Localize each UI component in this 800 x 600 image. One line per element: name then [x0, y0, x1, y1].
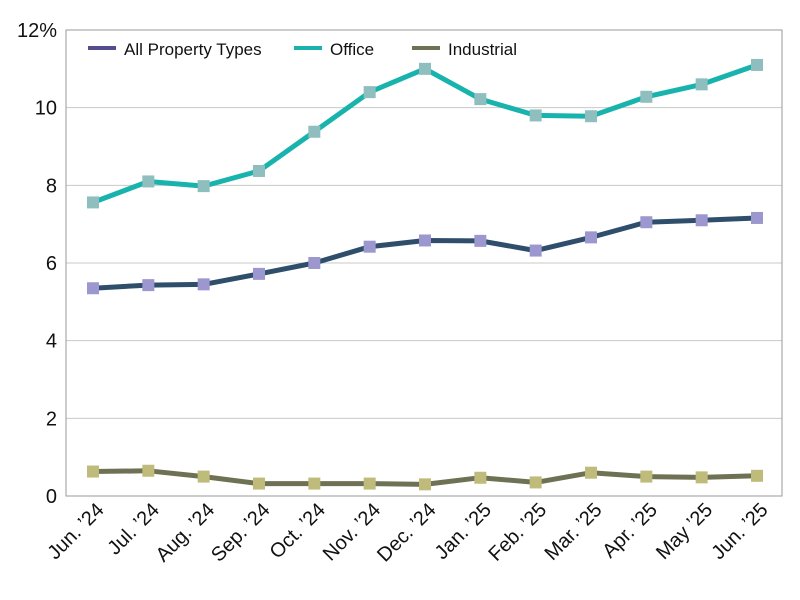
data-point-all-property-types: [695, 214, 708, 227]
x-tick-label: Sep. ’24: [207, 499, 274, 566]
x-tick-label: Mar. ’25: [541, 499, 607, 565]
y-tick-label: 4: [46, 331, 57, 353]
data-point-office: [751, 58, 763, 71]
data-point-all-property-types: [751, 211, 763, 224]
x-tick-label: Jun. ’25: [707, 499, 772, 564]
data-point-all-property-types: [142, 279, 155, 292]
data-point-industrial: [197, 470, 210, 483]
x-tick-label: Dec. ’24: [373, 499, 440, 566]
data-point-office: [474, 93, 487, 106]
data-point-all-property-types: [87, 282, 99, 295]
legend-label-office: Office: [330, 40, 374, 59]
data-point-office: [529, 109, 542, 122]
data-point-office: [363, 86, 376, 99]
y-tick-label: 10: [35, 98, 57, 120]
data-point-all-property-types: [419, 234, 431, 247]
data-point-industrial: [142, 464, 155, 477]
data-point-office: [585, 110, 597, 123]
data-point-office: [695, 78, 708, 91]
legend: All Property Types Office Industrial: [88, 40, 517, 59]
grid-lines: [66, 107, 782, 419]
data-point-office: [253, 164, 265, 177]
y-tick-label: 2: [46, 408, 57, 430]
y-tick-label: 8: [46, 175, 57, 197]
legend-label-industrial: Industrial: [448, 40, 517, 59]
legend-label-all-property-types: All Property Types: [124, 40, 262, 59]
x-tick-label: Jan. ’25: [431, 499, 496, 564]
data-point-office: [419, 62, 431, 75]
y-tick-label: 0: [46, 486, 57, 508]
data-point-office: [142, 175, 155, 188]
data-point-industrial: [308, 477, 321, 490]
plot-frame: [65, 29, 783, 497]
data-point-industrial: [695, 471, 708, 484]
data-point-office: [308, 125, 321, 138]
x-tick-label: Aug. ’24: [152, 499, 219, 566]
x-tick-label: May ’25: [652, 499, 717, 564]
data-point-all-property-types: [474, 234, 487, 247]
series-group: [87, 58, 763, 491]
x-tick-label: Nov. ’24: [319, 499, 385, 565]
data-point-all-property-types: [640, 216, 653, 229]
y-axis-ticks: 0 2 4 6 8 10 12%: [17, 20, 57, 508]
data-point-all-property-types: [308, 257, 321, 269]
data-point-industrial: [253, 477, 265, 490]
y-tick-label: 6: [46, 253, 57, 275]
x-tick-label: Apr. ’25: [598, 499, 662, 563]
data-point-industrial: [363, 477, 376, 490]
data-point-industrial: [419, 478, 431, 491]
data-point-all-property-types: [197, 278, 210, 291]
data-point-industrial: [529, 476, 542, 489]
data-point-office: [197, 180, 210, 193]
data-point-industrial: [474, 471, 487, 484]
data-point-industrial: [87, 465, 99, 478]
y-tick-label: 12%: [17, 20, 57, 42]
x-tick-label: Jun. ’24: [43, 499, 108, 564]
x-tick-label: Oct. ’24: [266, 499, 330, 563]
data-point-office: [87, 196, 99, 209]
x-tick-label: Feb. ’25: [485, 499, 552, 566]
data-point-all-property-types: [585, 231, 597, 244]
data-point-office: [640, 90, 653, 103]
data-point-industrial: [640, 470, 653, 483]
data-point-all-property-types: [529, 244, 542, 257]
data-point-all-property-types: [363, 240, 376, 253]
series-line-office: [90, 62, 760, 205]
data-point-all-property-types: [253, 267, 265, 280]
series-line-all-property-types: [90, 215, 760, 291]
data-point-industrial: [751, 469, 763, 482]
data-point-industrial: [585, 466, 597, 479]
